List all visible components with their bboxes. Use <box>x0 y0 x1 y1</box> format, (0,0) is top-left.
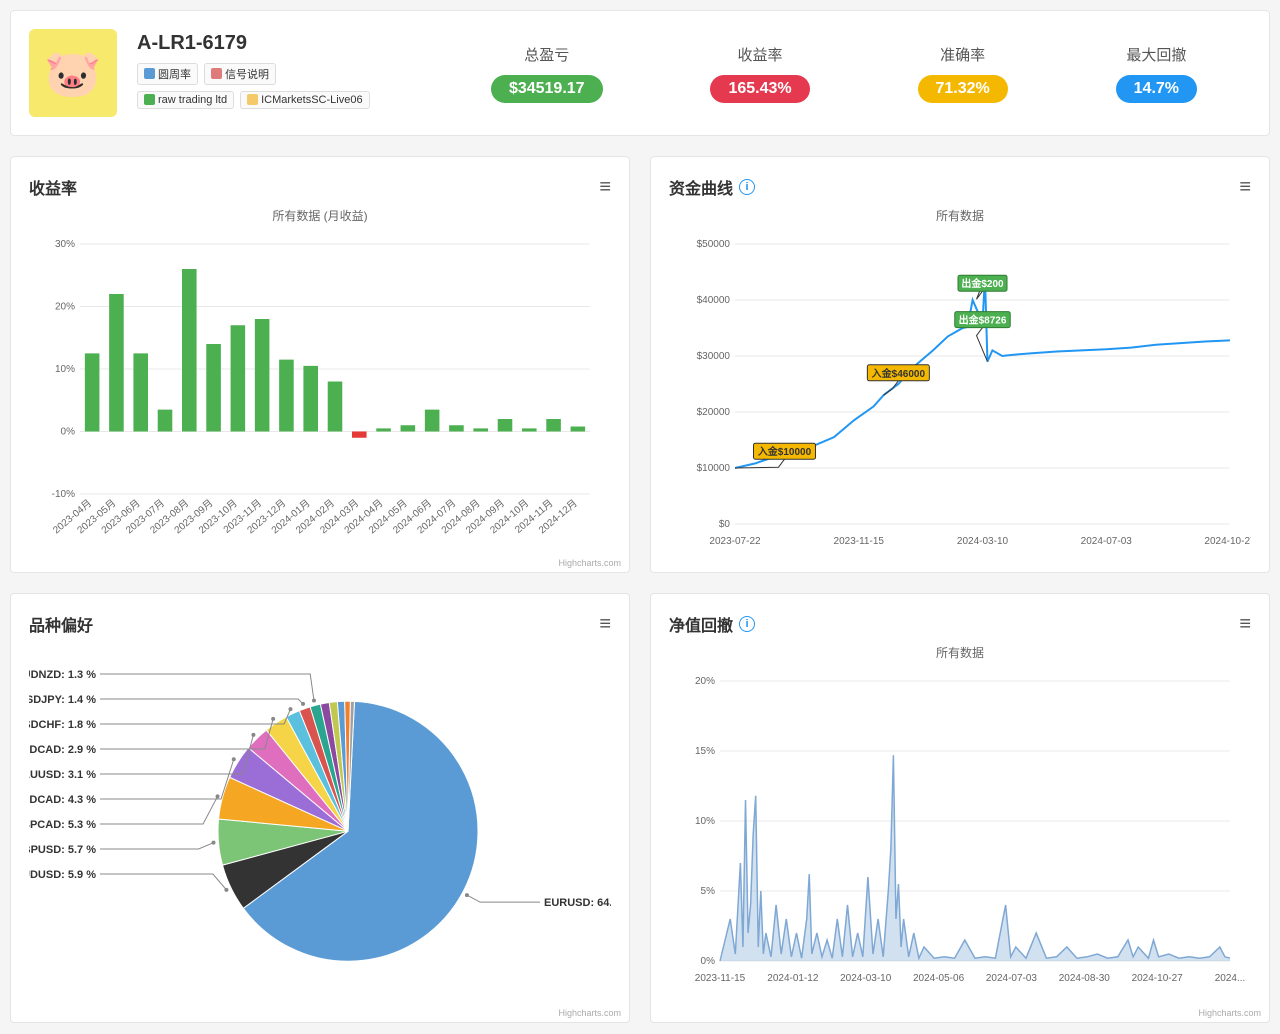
svg-text:30%: 30% <box>55 239 75 250</box>
info-icon[interactable]: i <box>739 616 755 632</box>
chart-grid: 收益率 ≡ 所有数据 (月收益) -10%0%10%20%30%2023-04月… <box>10 156 1270 1023</box>
card-returns: 收益率 ≡ 所有数据 (月收益) -10%0%10%20%30%2023-04月… <box>10 156 630 573</box>
svg-text:出金$200: 出金$200 <box>961 277 1004 290</box>
svg-text:2024-03-10: 2024-03-10 <box>957 536 1009 547</box>
svg-text:20%: 20% <box>695 676 715 687</box>
chart-subtitle: 所有数据 <box>669 644 1251 661</box>
svg-text:-10%: -10% <box>52 489 75 500</box>
tag-row-1: 圆周率信号说明 <box>137 63 417 85</box>
stat-item: 收益率 165.43% <box>710 44 809 103</box>
card-symbols: 品种偏好 ≡ EURUSD: 64.1 % AUDNZD: 1.3 % USDJPY… <box>10 593 630 1023</box>
stat-value: 165.43% <box>710 75 809 103</box>
chart-credit: Highcharts.com <box>1198 1008 1261 1018</box>
chart-menu-icon[interactable]: ≡ <box>1239 176 1251 199</box>
stat-item: 准确率 71.32% <box>918 44 1008 103</box>
svg-text:2024-08-30: 2024-08-30 <box>1059 973 1111 984</box>
stat-label: 准确率 <box>918 44 1008 65</box>
svg-text:EURUSD: 64.1 %: EURUSD: 64.1 % <box>544 897 611 909</box>
svg-text:2024-03-10: 2024-03-10 <box>840 973 892 984</box>
card-title: 品种偏好 <box>29 612 93 636</box>
chart-credit: Highcharts.com <box>558 558 621 568</box>
symbol-pie-chart: EURUSD: 64.1 % AUDNZD: 1.3 % USDJPY: 1.4 %… <box>29 644 611 1004</box>
avatar: 🐷 <box>29 29 117 117</box>
profile-tag[interactable]: 信号说明 <box>204 63 276 85</box>
svg-text:USDJPY: 1.4 %: USDJPY: 1.4 % <box>29 694 96 706</box>
stat-label: 总盈亏 <box>491 44 603 65</box>
equity-line-chart: $0 $10000 $20000 $30000 $40000 $50000 2023-07-… <box>669 234 1251 554</box>
profile-tag[interactable]: ICMarketsSC-Live06 <box>240 91 369 109</box>
svg-text:2024-10-27: 2024-10-27 <box>1204 536 1251 547</box>
svg-text:USDCAD: 4.3 %: USDCAD: 4.3 % <box>29 794 96 806</box>
profile-tag[interactable]: 圆周率 <box>137 63 198 85</box>
svg-text:2023-07-22: 2023-07-22 <box>709 536 761 547</box>
svg-text:AUDNZD: 1.3 %: AUDNZD: 1.3 % <box>29 669 96 681</box>
chart-credit: Highcharts.com <box>558 1008 621 1018</box>
profile-tag[interactable]: raw trading ltd <box>137 91 234 109</box>
svg-text:AUDUSD: 5.9 %: AUDUSD: 5.9 % <box>29 869 96 881</box>
svg-text:20%: 20% <box>55 302 75 313</box>
tag-row-2: raw trading ltd ICMarketsSC-Live06 <box>137 91 417 109</box>
chart-subtitle: 所有数据 <box>669 207 1251 224</box>
stat-item: 总盈亏 $34519.17 <box>491 44 603 103</box>
returns-bar-chart: -10%0%10%20%30%2023-04月2023-05月2023-06月2… <box>29 234 611 554</box>
card-title: 资金曲线i <box>669 175 755 199</box>
stat-item: 最大回撤 14.7% <box>1116 44 1197 103</box>
profile-title: A-LR1-6179 <box>137 32 417 55</box>
chart-menu-icon[interactable]: ≡ <box>1239 613 1251 636</box>
svg-text:出金$8726: 出金$8726 <box>959 314 1007 327</box>
card-title: 收益率 <box>29 175 77 199</box>
svg-text:10%: 10% <box>55 364 75 375</box>
profile-info: A-LR1-6179 圆周率信号说明 raw trading ltd ICMark… <box>137 32 417 115</box>
svg-text:$30000: $30000 <box>697 351 731 362</box>
card-title: 净值回撤i <box>669 612 755 636</box>
svg-text:2024-01-12: 2024-01-12 <box>767 973 819 984</box>
svg-text:2024...: 2024... <box>1215 973 1246 984</box>
chart-menu-icon[interactable]: ≡ <box>599 613 611 636</box>
drawdown-area-chart: 0% 5% 10% 15% 20% 2023-11-15 2024-01-12 2024-03… <box>669 671 1251 991</box>
svg-text:$20000: $20000 <box>697 407 731 418</box>
stat-value: $34519.17 <box>491 75 603 103</box>
svg-text:2024-05-06: 2024-05-06 <box>913 973 965 984</box>
svg-text:XAUUSD: 3.1 %: XAUUSD: 3.1 % <box>29 769 96 781</box>
stat-value: 14.7% <box>1116 75 1197 103</box>
profile-header: 🐷 A-LR1-6179 圆周率信号说明 raw trading ltd ICMa… <box>10 10 1270 136</box>
svg-text:2023-11-15: 2023-11-15 <box>834 536 885 547</box>
svg-text:0%: 0% <box>61 427 76 438</box>
stats-row: 总盈亏 $34519.17 收益率 165.43% 准确率 71.32% 最大回撤 14.7% <box>437 44 1251 103</box>
svg-text:入金$46000: 入金$46000 <box>872 367 926 380</box>
stat-value: 71.32% <box>918 75 1008 103</box>
svg-text:入金$10000: 入金$10000 <box>758 445 812 458</box>
svg-text:AUDCAD: 2.9 %: AUDCAD: 2.9 % <box>29 744 96 756</box>
svg-text:$40000: $40000 <box>697 295 731 306</box>
stat-label: 最大回撤 <box>1116 44 1197 65</box>
svg-text:10%: 10% <box>695 816 715 827</box>
svg-text:0%: 0% <box>701 956 716 967</box>
svg-text:15%: 15% <box>695 746 715 757</box>
svg-text:2024-07-03: 2024-07-03 <box>986 973 1038 984</box>
svg-text:$10000: $10000 <box>697 463 731 474</box>
svg-text:$0: $0 <box>719 519 731 530</box>
svg-text:5%: 5% <box>701 886 716 897</box>
card-drawdown: 净值回撤i ≡ 所有数据 0% 5% 10% 15% 20% 2023-11-15 2024… <box>650 593 1270 1023</box>
chart-menu-icon[interactable]: ≡ <box>599 176 611 199</box>
svg-text:$50000: $50000 <box>697 239 731 250</box>
svg-text:2024-07-03: 2024-07-03 <box>1081 536 1133 547</box>
svg-text:GBPUSD: 5.7 %: GBPUSD: 5.7 % <box>29 844 96 856</box>
stat-label: 收益率 <box>710 44 809 65</box>
chart-subtitle: 所有数据 (月收益) <box>29 207 611 224</box>
info-icon[interactable]: i <box>739 179 755 195</box>
svg-text:GBPCAD: 5.3 %: GBPCAD: 5.3 % <box>29 819 96 831</box>
card-equity: 资金曲线i ≡ 所有数据 $0$10000$20000$30000$40000$… <box>650 156 1270 573</box>
svg-text:2024-10-27: 2024-10-27 <box>1132 973 1184 984</box>
svg-text:2023-11-15: 2023-11-15 <box>695 973 746 984</box>
svg-text:USDCHF: 1.8 %: USDCHF: 1.8 % <box>29 719 96 731</box>
